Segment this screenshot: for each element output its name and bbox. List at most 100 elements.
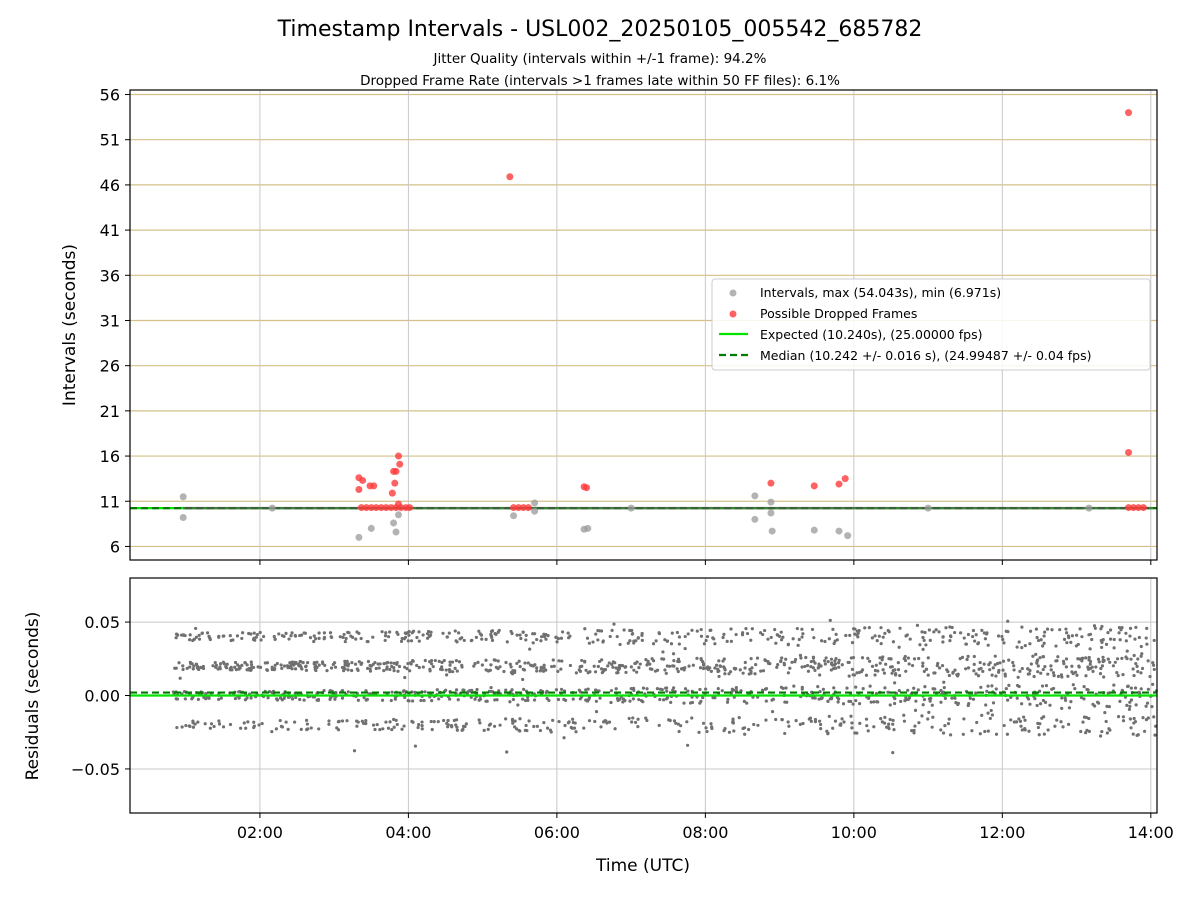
residual-point <box>330 635 334 640</box>
residual-point <box>515 661 519 666</box>
top-y-tick-label: 46 <box>100 176 120 195</box>
residual-point <box>1112 646 1116 650</box>
residual-point <box>978 732 982 736</box>
residual-point <box>1015 645 1019 649</box>
residual-point <box>185 666 189 670</box>
residual-point <box>259 638 263 642</box>
residual-point <box>411 699 415 703</box>
residual-point <box>813 668 817 672</box>
residual-point <box>278 696 283 700</box>
residual-point <box>1035 703 1039 708</box>
interval-point <box>531 499 539 507</box>
residual-point <box>676 669 680 674</box>
residual-point <box>502 669 506 674</box>
residual-point <box>384 631 388 635</box>
residual-point <box>429 662 434 666</box>
residual-point <box>713 696 717 700</box>
residual-point <box>858 721 862 725</box>
residual-point <box>879 642 883 646</box>
residual-point <box>1136 669 1140 674</box>
residual-point <box>927 710 931 714</box>
residual-point <box>343 639 347 644</box>
residual-point <box>1128 634 1132 638</box>
residual-point <box>747 727 751 732</box>
residual-point <box>859 670 864 674</box>
residual-point <box>217 635 221 639</box>
residual-point <box>758 631 763 635</box>
chart-subtitle-jitter: Jitter Quality (intervals within +/-1 fr… <box>433 51 767 67</box>
residual-point <box>917 656 921 661</box>
residual-point <box>996 670 1001 674</box>
residual-point <box>194 635 199 639</box>
residual-point <box>686 689 690 693</box>
residual-point <box>380 698 385 702</box>
residual-point <box>745 631 750 636</box>
residual-point <box>898 673 902 678</box>
residual-point <box>1036 725 1040 730</box>
residual-point <box>731 719 735 723</box>
residual-point <box>784 686 788 690</box>
residual-point <box>325 669 329 673</box>
residual-point <box>474 635 478 639</box>
residual-point <box>1036 664 1040 668</box>
residual-point <box>851 655 856 660</box>
residual-point <box>677 729 681 734</box>
residual-point <box>734 688 739 693</box>
residual-point <box>355 724 359 728</box>
residual-point <box>842 720 846 724</box>
residual-point <box>676 659 680 664</box>
residual-point <box>478 697 483 701</box>
residual-point <box>847 674 851 678</box>
residual-point <box>1026 672 1030 676</box>
residual-point <box>604 719 608 723</box>
residual-point <box>375 722 379 727</box>
residual-point <box>650 657 654 661</box>
residual-point <box>1112 683 1116 687</box>
residual-point <box>390 690 394 694</box>
residual-point <box>788 666 792 670</box>
residual-point <box>448 663 452 667</box>
residual-point <box>663 668 667 672</box>
residual-point <box>1080 659 1084 663</box>
residual-point <box>364 698 368 702</box>
residual-point <box>1040 684 1045 688</box>
residual-point <box>706 667 711 672</box>
residual-point <box>484 658 488 662</box>
residual-point <box>1116 715 1121 719</box>
residual-point <box>609 700 613 705</box>
residual-point <box>1020 728 1024 732</box>
residual-point <box>350 668 354 673</box>
residual-point <box>274 727 278 731</box>
residual-point <box>1035 635 1039 640</box>
residual-point <box>921 635 925 640</box>
interval-point <box>627 504 635 512</box>
residual-point <box>239 726 243 730</box>
residual-point <box>754 663 758 667</box>
residual-point <box>1094 665 1098 669</box>
residual-point <box>1038 702 1043 706</box>
residual-point <box>256 665 260 669</box>
residual-point <box>1049 668 1053 672</box>
residual-point <box>322 689 326 693</box>
residual-point <box>438 667 443 671</box>
residual-point <box>196 697 201 701</box>
residual-point <box>368 667 372 671</box>
residual-point <box>420 723 424 728</box>
x-tick-label: 04:00 <box>385 823 431 842</box>
residual-point <box>943 724 947 728</box>
residual-point <box>251 637 256 642</box>
residual-point <box>574 671 578 675</box>
residual-point <box>1108 628 1113 632</box>
dropped-frame-point <box>1134 504 1142 512</box>
residual-point <box>299 727 303 731</box>
residual-point <box>343 659 347 663</box>
residual-point <box>277 632 281 636</box>
residual-point <box>1052 674 1056 678</box>
residual-point <box>1128 704 1132 708</box>
residual-point <box>1087 729 1091 733</box>
residual-point <box>539 639 543 643</box>
residual-point <box>559 667 563 671</box>
interval-point <box>510 512 518 520</box>
residual-point <box>1081 656 1085 660</box>
residual-point <box>533 632 537 636</box>
